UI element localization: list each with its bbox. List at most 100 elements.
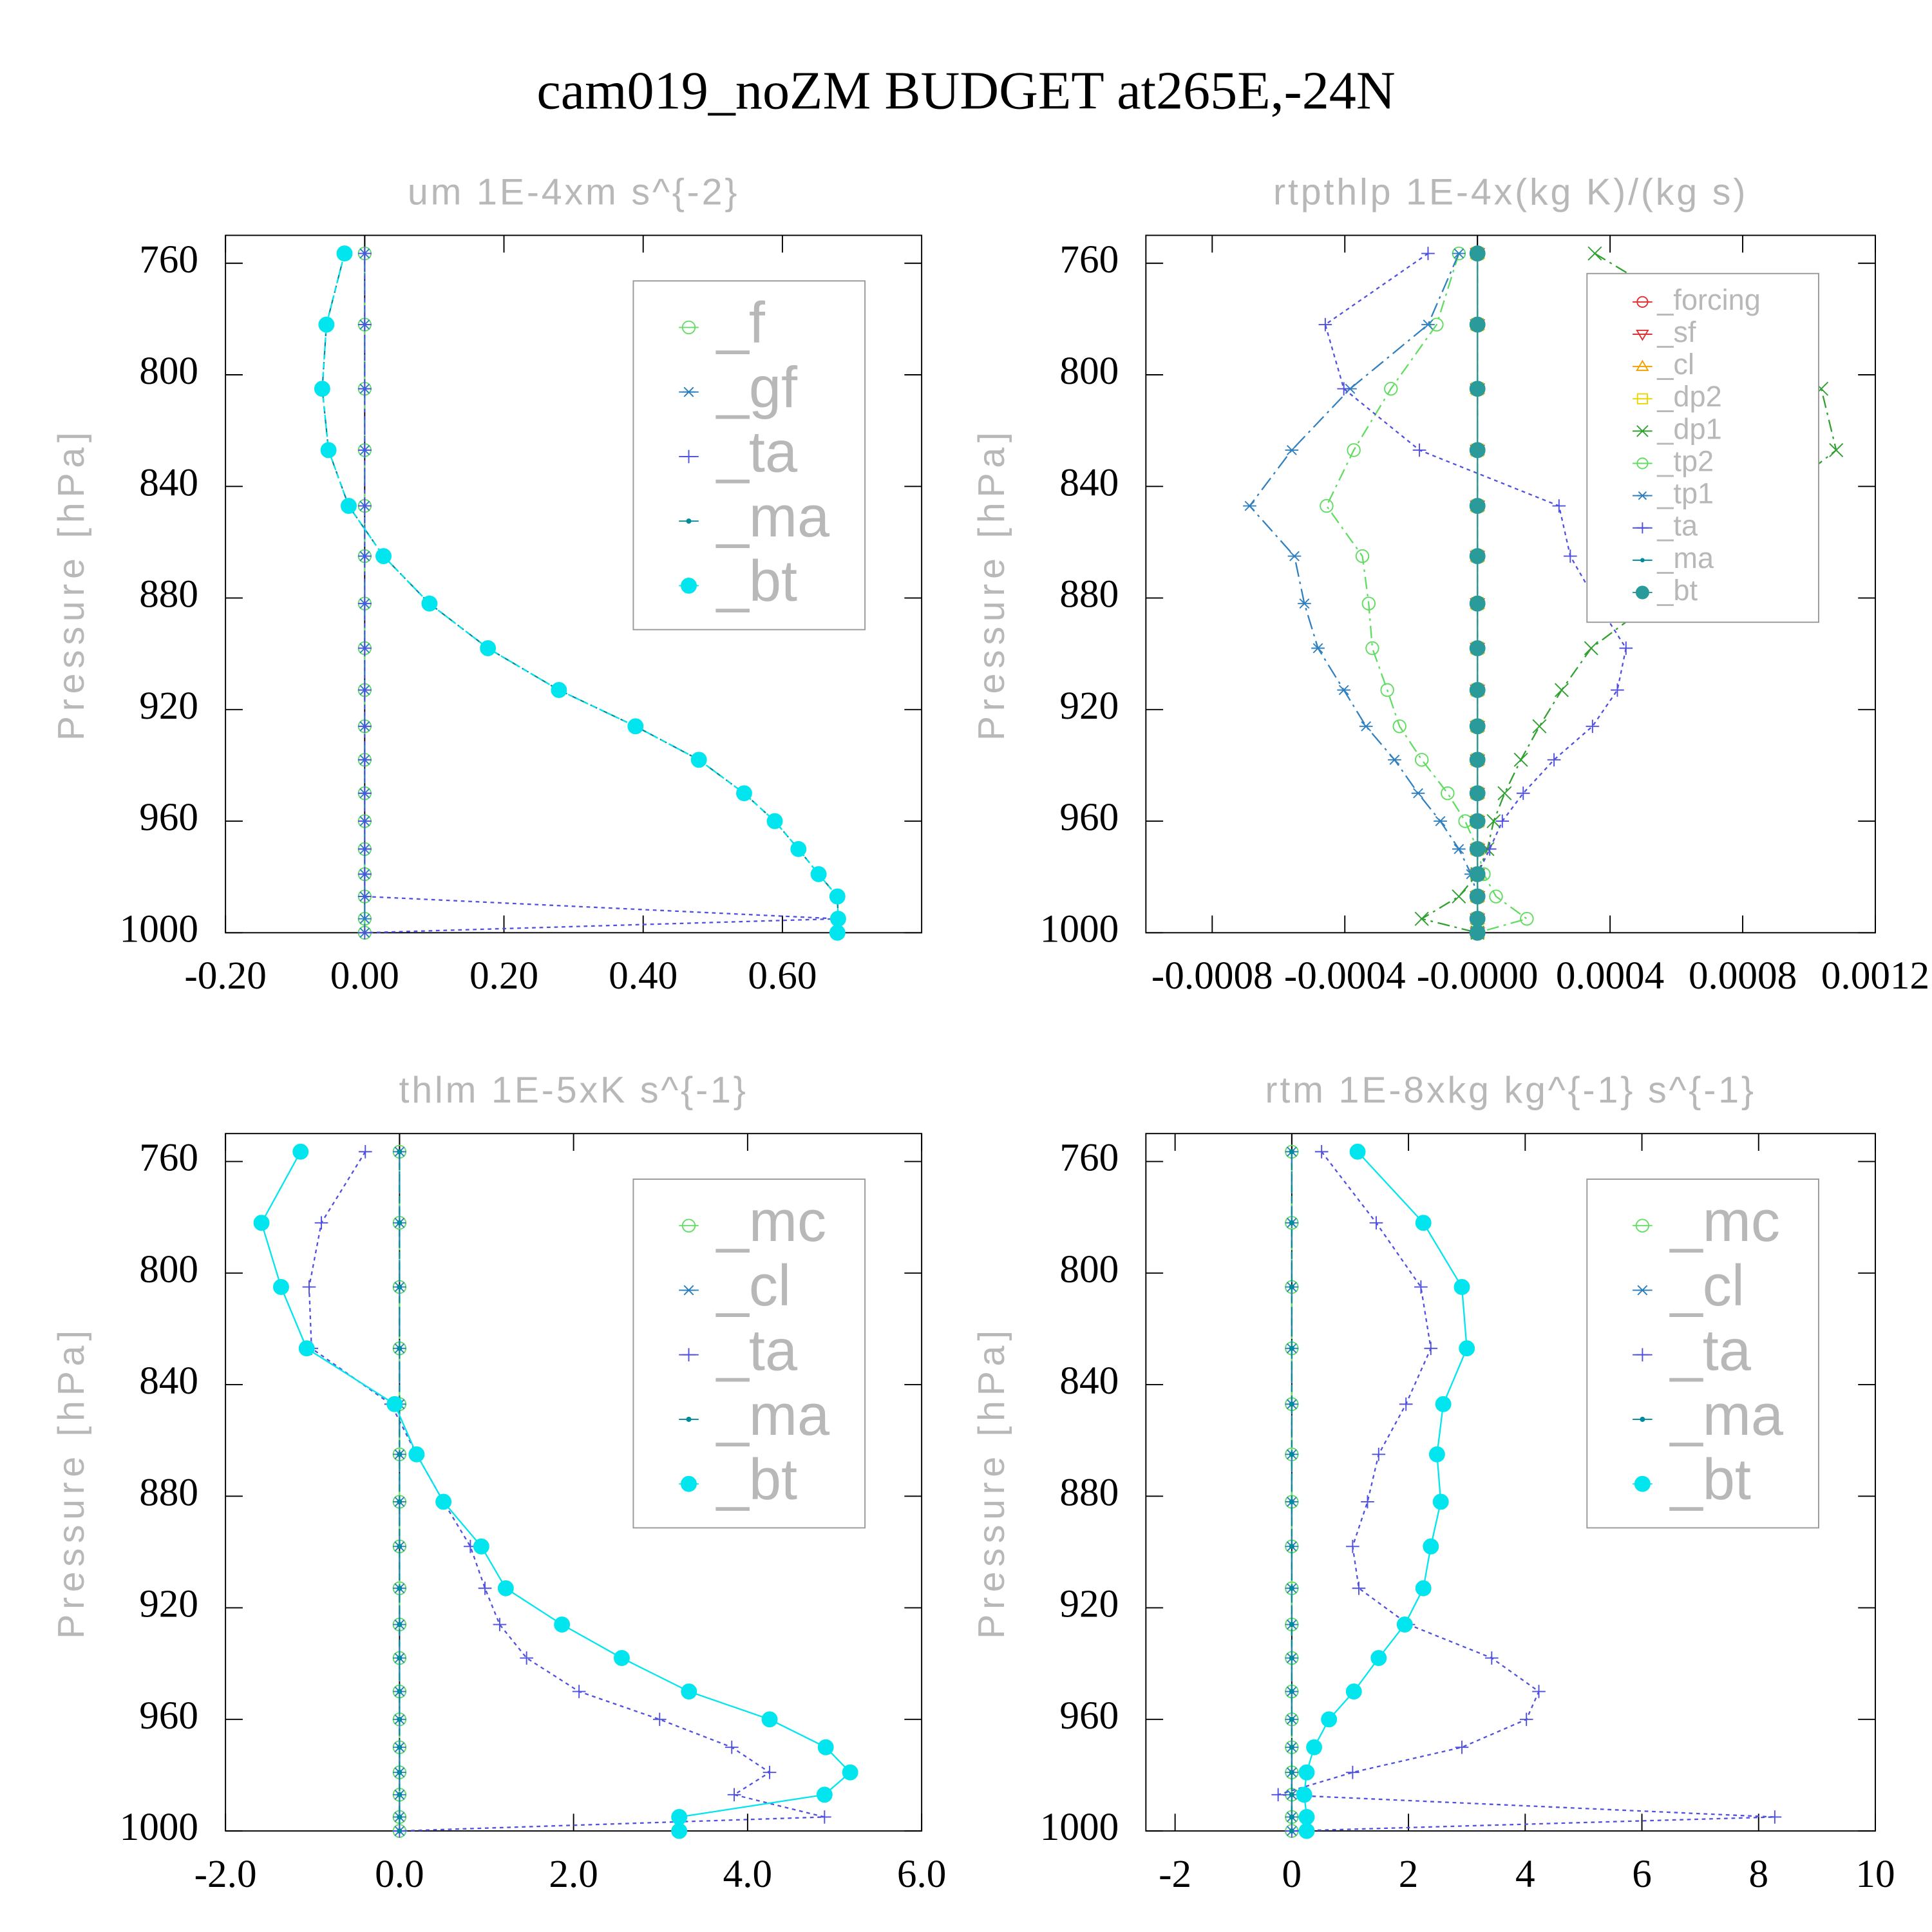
- marker: [1289, 1452, 1294, 1457]
- marker: [1640, 1416, 1645, 1422]
- marker: [397, 1745, 402, 1750]
- x-tick-label: 0.20: [469, 954, 538, 998]
- marker: [314, 1216, 328, 1230]
- legend-label: _tp1: [1656, 477, 1714, 510]
- marker: [1486, 814, 1501, 829]
- marker: [480, 640, 497, 656]
- marker: [817, 1810, 831, 1824]
- marker: [302, 1280, 316, 1294]
- marker: [1640, 558, 1645, 563]
- marker: [1414, 911, 1429, 926]
- marker: [1459, 1340, 1475, 1357]
- marker: [1469, 785, 1486, 802]
- legend-label: _bt: [1656, 574, 1698, 607]
- marker: [829, 924, 846, 941]
- marker: [421, 595, 438, 612]
- marker: [1289, 1499, 1294, 1504]
- marker: [253, 1215, 270, 1231]
- marker: [397, 1544, 402, 1549]
- marker: [397, 1284, 402, 1290]
- legend-label: _cl: [1669, 1253, 1745, 1318]
- marker: [292, 1143, 309, 1160]
- marker: [520, 1651, 533, 1665]
- marker: [554, 1616, 571, 1633]
- marker: [357, 549, 372, 563]
- marker: [1361, 1495, 1374, 1509]
- marker: [842, 1764, 858, 1781]
- marker: [1469, 381, 1486, 397]
- x-tick-label: 10: [1855, 1852, 1895, 1896]
- marker: [1636, 393, 1648, 404]
- marker: [1298, 1764, 1315, 1781]
- marker: [435, 1493, 452, 1510]
- marker: [1469, 442, 1486, 459]
- marker: [1584, 641, 1598, 656]
- marker: [1434, 816, 1447, 826]
- y-tick-label: 1000: [1040, 1805, 1119, 1849]
- marker: [627, 718, 644, 735]
- marker: [375, 548, 392, 565]
- y-tick-label: 1000: [1040, 907, 1119, 951]
- legend-label: _cl: [1656, 348, 1694, 381]
- marker: [1289, 1716, 1294, 1722]
- marker: [1337, 685, 1351, 696]
- marker: [1355, 549, 1370, 564]
- marker: [1532, 1685, 1546, 1698]
- legend-label: _sf: [1656, 316, 1696, 348]
- marker: [1469, 840, 1486, 857]
- marker: [314, 381, 330, 397]
- marker: [1636, 425, 1649, 437]
- marker: [357, 443, 372, 457]
- marker: [1829, 442, 1844, 457]
- marker: [397, 1586, 402, 1591]
- y-tick-label: 880: [1059, 573, 1119, 616]
- legend-box: [632, 280, 866, 630]
- marker: [1469, 245, 1486, 262]
- y-tick-label: 800: [1059, 349, 1119, 393]
- marker: [1564, 549, 1577, 563]
- marker: [357, 786, 372, 800]
- marker: [1372, 1448, 1386, 1461]
- marker: [1611, 683, 1624, 697]
- marker: [1469, 911, 1486, 927]
- marker: [1337, 382, 1351, 396]
- marker: [493, 1618, 507, 1631]
- marker: [497, 1580, 514, 1596]
- marker: [1469, 640, 1486, 656]
- marker: [1243, 500, 1256, 511]
- y-axis-label: Pressure [hPa]: [51, 428, 92, 741]
- marker: [1415, 1580, 1432, 1596]
- marker: [1455, 1740, 1469, 1754]
- marker: [724, 1740, 739, 1754]
- marker: [1636, 457, 1649, 469]
- marker: [681, 1475, 697, 1492]
- y-tick-label: 960: [139, 795, 198, 839]
- marker: [686, 1416, 692, 1422]
- marker: [357, 753, 372, 767]
- y-tick-label: 880: [139, 573, 198, 616]
- legend-label: _ma: [715, 1383, 830, 1448]
- x-tick-label: 0.0012: [1821, 954, 1929, 998]
- marker: [1289, 1689, 1294, 1694]
- marker: [766, 813, 783, 829]
- chart-title: thlm 1E-5xK s^{-1}: [399, 1070, 748, 1111]
- marker: [1495, 814, 1510, 828]
- marker: [1513, 752, 1528, 767]
- marker: [1587, 246, 1602, 261]
- chart-title: um 1E-4xm s^{-2}: [408, 171, 739, 213]
- marker: [357, 867, 372, 881]
- marker: [1424, 1341, 1438, 1356]
- legend-label: _ma: [715, 484, 830, 549]
- marker: [1532, 719, 1547, 734]
- marker: [397, 1499, 402, 1504]
- marker: [1469, 498, 1486, 515]
- marker: [357, 596, 372, 611]
- marker: [1289, 1284, 1294, 1290]
- marker: [397, 1828, 402, 1834]
- y-tick-label: 920: [1059, 684, 1119, 728]
- marker: [358, 1145, 372, 1159]
- marker: [1384, 381, 1398, 396]
- marker: [1586, 719, 1600, 734]
